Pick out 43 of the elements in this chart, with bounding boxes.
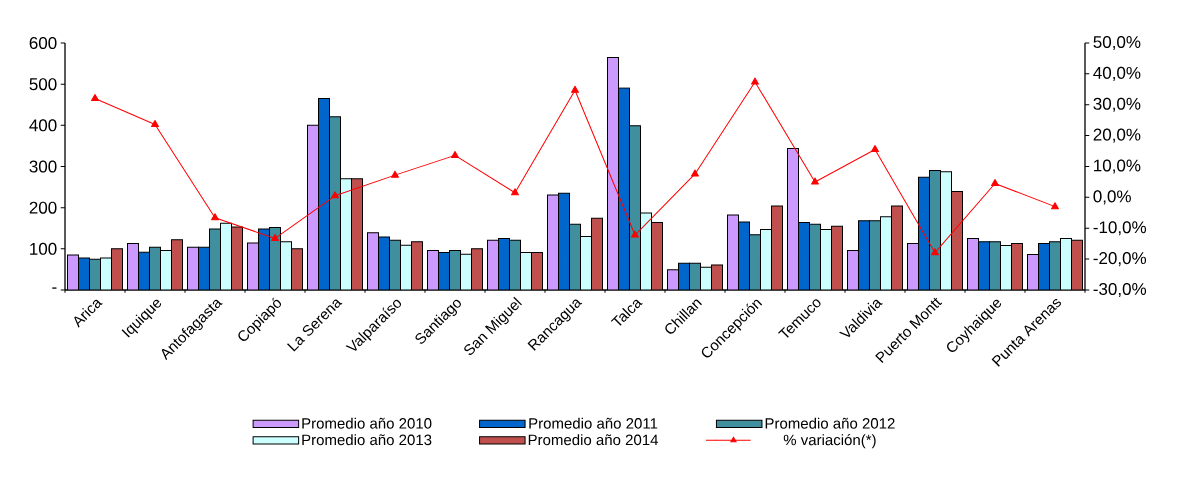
y2-tick-label: 20,0% xyxy=(1093,128,1141,143)
y-tick-label: 100 xyxy=(30,242,57,255)
y-tick-label: 500 xyxy=(29,78,57,91)
point xyxy=(991,178,999,186)
legend-label: Promedio año 2010 xyxy=(302,417,432,429)
y2-tick-label: 30,0% xyxy=(1093,97,1141,112)
bar xyxy=(269,226,281,290)
y2-tick-label: -30,0% xyxy=(1093,282,1147,298)
point xyxy=(151,120,159,128)
y-tick-label: 200 xyxy=(29,201,57,214)
y2-tick-label: -20,0% xyxy=(1093,252,1147,267)
point xyxy=(1051,202,1059,210)
y-tick-label: 600 xyxy=(29,36,57,50)
point xyxy=(751,77,759,85)
y2-tick-label: 0,0% xyxy=(1093,190,1131,205)
point xyxy=(571,85,579,93)
legend-label: Promedio año 2011 xyxy=(529,417,658,429)
y-tick-label: 300 xyxy=(29,160,57,173)
y2-tick-label: -10,0% xyxy=(1093,221,1147,236)
y2-tick-label: 40,0% xyxy=(1093,66,1141,81)
point xyxy=(391,170,399,178)
bar xyxy=(629,125,641,290)
point xyxy=(211,213,219,221)
bar xyxy=(329,116,341,290)
point xyxy=(271,233,279,241)
point xyxy=(871,145,879,153)
point xyxy=(631,230,639,238)
point xyxy=(691,169,699,177)
y2-tick-label: 10,0% xyxy=(1094,159,1141,174)
legend-label: Promedio año 2012 xyxy=(765,417,895,429)
point xyxy=(931,248,939,256)
legend-label: Promedio año 2013 xyxy=(302,434,432,446)
point xyxy=(91,94,99,102)
point xyxy=(451,150,459,158)
y2-tick-label: 50,0% xyxy=(1093,35,1141,51)
legend-label: % variación(*) xyxy=(783,434,876,449)
point xyxy=(331,191,339,199)
y-tick-label: 400 xyxy=(29,119,57,132)
legend-label: Promedio año 2014 xyxy=(528,434,659,446)
point xyxy=(811,177,819,185)
point xyxy=(511,188,519,196)
y-tick-label: - xyxy=(52,287,57,289)
bar xyxy=(929,170,941,290)
